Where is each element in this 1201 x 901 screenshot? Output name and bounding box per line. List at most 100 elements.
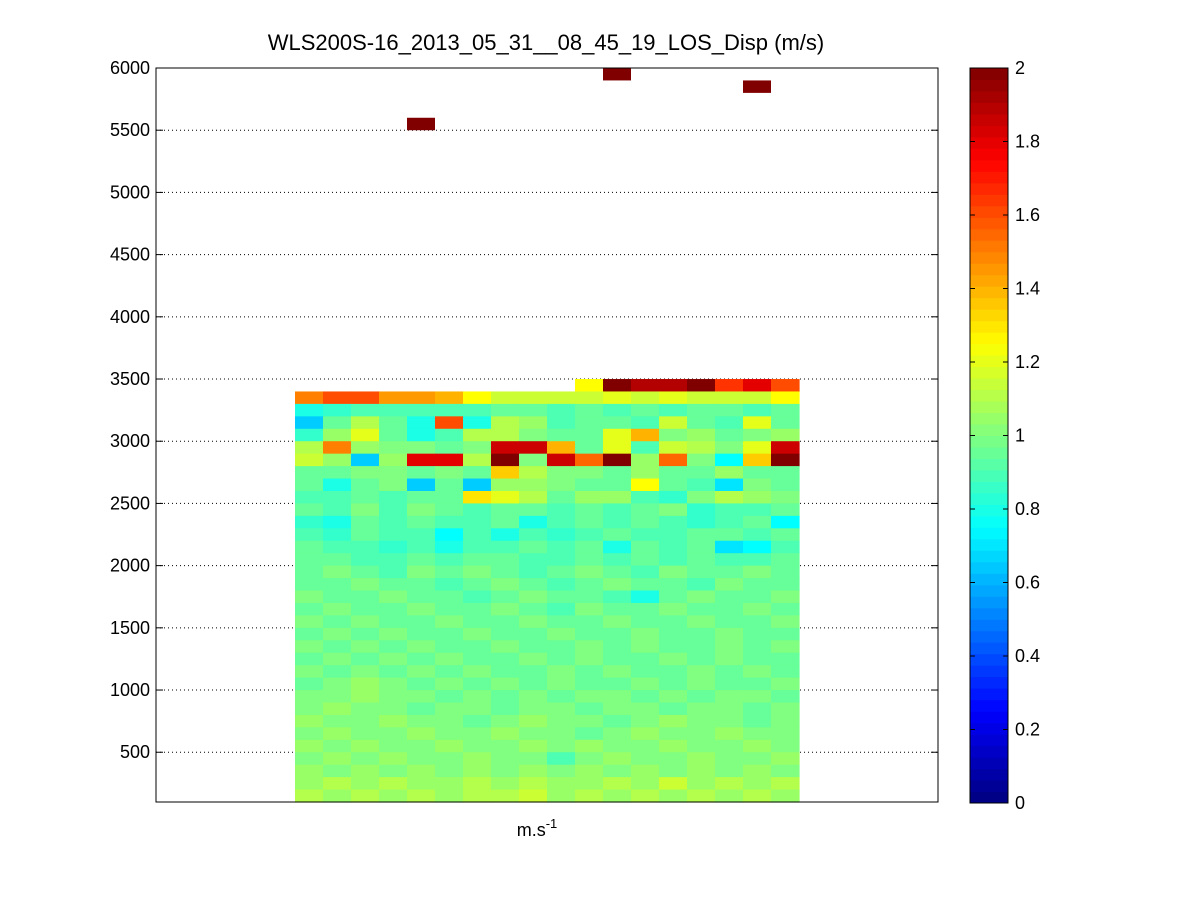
heatmap-cell [575,553,604,567]
heatmap-cell [631,702,660,716]
heatmap-cell [659,690,688,704]
heatmap-cell [407,602,436,616]
heatmap-cell [547,652,576,666]
heatmap-cell [295,602,324,616]
heatmap-cell [519,665,548,679]
heatmap-cell [547,627,576,641]
heatmap-cell [743,490,772,505]
colorbar-band [970,309,1008,322]
heatmap-cell [687,441,716,455]
heatmap-cell [295,615,324,629]
heatmap-cell [295,490,324,505]
heatmap-cell [771,528,800,542]
heatmap-cell [295,565,324,579]
heatmap-cell [407,428,436,442]
heatmap-cell [519,652,548,666]
heatmap-cell [687,403,716,417]
heatmap-cell [519,789,548,803]
heatmap-cell [323,789,352,803]
heatmap-cell [659,503,688,517]
colorbar-band [970,159,1008,172]
heatmap-cell [435,764,464,778]
colorbar-band [970,780,1008,793]
heatmap-cell [519,428,548,442]
heatmap-cell [407,789,436,803]
heatmap-cell [715,403,744,417]
heatmap-cell [491,490,520,505]
heatmap-cell [631,714,660,728]
heatmap-cell [743,441,772,455]
heatmap-cell [519,739,548,753]
heatmap-cell [771,777,800,791]
heatmap-cell [407,391,436,405]
heatmap-cell [659,665,688,679]
heatmap-cell [771,553,800,567]
heatmap-cell [575,640,604,654]
heatmap-cell [407,615,436,629]
heatmap-cell [659,565,688,579]
heatmap-cell [743,416,772,430]
heatmap-cell [659,677,688,691]
heatmap-cell [435,752,464,766]
heatmap-cell [407,714,436,728]
heatmap-cell [743,403,772,417]
heatmap-cell [379,466,408,480]
heatmap-cell [715,441,744,455]
heatmap-cell [547,565,576,579]
heatmap-cell [463,453,492,467]
colorbar-band [970,665,1008,678]
heatmap-cell [491,640,520,654]
heatmap-cell [323,391,352,405]
heatmap-cell [351,578,380,592]
heatmap-cell [295,428,324,442]
heatmap-cell [379,764,408,778]
heatmap-cell [519,702,548,716]
heatmap-cell [435,490,464,505]
x-axis-label-text: m.s [517,820,546,840]
heatmap-cell [435,428,464,442]
heatmap-cell [519,752,548,766]
colorbar-ticks: 0 0.2 0.4 0.6 0.8 1 1.2 1.4 1.6 1.8 2 [970,58,1040,813]
heatmap-cell [323,490,352,505]
heatmap-cell [491,615,520,629]
heatmap-cell [659,540,688,554]
heatmap-cell [435,690,464,704]
heatmap-cell [351,602,380,616]
colorbar-band [970,515,1008,528]
heatmap-cell [771,764,800,778]
heatmap-cell [687,540,716,554]
y-tick-label: 4500 [110,245,150,265]
heatmap-cell [603,503,632,517]
heatmap-cell [715,677,744,691]
heatmap-cell [631,615,660,629]
heatmap-cell [295,441,324,455]
heatmap-cell [407,652,436,666]
heatmap-cell [491,578,520,592]
colorbar-band [970,378,1008,391]
heatmap-cell [379,640,408,654]
heatmap-cell [743,515,772,529]
heatmap-cell [351,590,380,604]
heatmap-cell [603,428,632,442]
heatmap-cell [407,627,436,641]
heatmap-cell [519,441,548,455]
heatmap-cell [351,540,380,554]
y-tick-label: 1000 [110,680,150,700]
heatmap-cell [491,540,520,554]
heatmap-cell [463,565,492,579]
heatmap-cell [631,490,660,505]
heatmap-cell [323,690,352,704]
heatmap-cell [603,403,632,417]
heatmap-cell [715,777,744,791]
colorbar-band [970,286,1008,299]
heatmap-cell [631,789,660,803]
colorbar-band [970,768,1008,781]
heatmap-cell [631,478,660,492]
heatmap-cell [715,739,744,753]
heatmap-cell [687,627,716,641]
heatmap-cell [743,428,772,442]
heatmap-cell [351,752,380,766]
heatmap-cell [519,478,548,492]
colorbar-band [970,435,1008,448]
heatmap-cell [659,515,688,529]
